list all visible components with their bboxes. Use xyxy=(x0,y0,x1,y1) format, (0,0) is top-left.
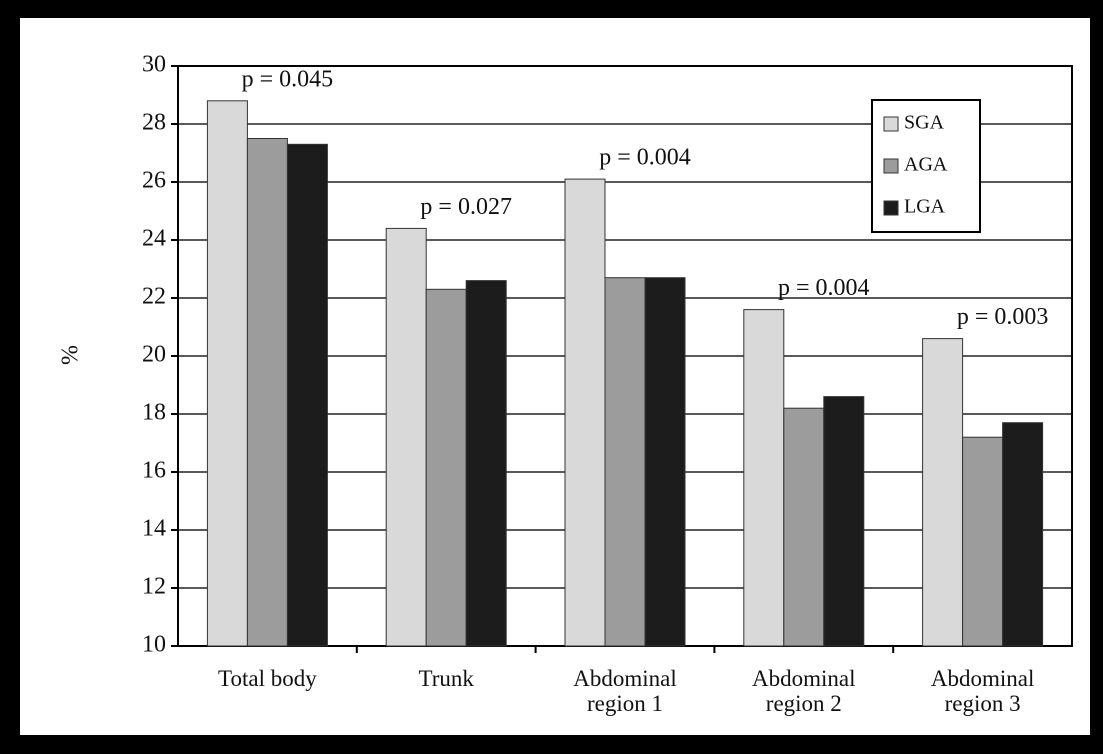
bar xyxy=(286,143,328,647)
bar xyxy=(564,178,606,647)
y-axis-label: % xyxy=(58,345,84,365)
x-tick-label: Abdominal region 1 xyxy=(573,666,677,716)
annotation: p = 0.004 xyxy=(778,275,870,301)
annotation: p = 0.045 xyxy=(242,66,334,92)
bar xyxy=(783,407,825,647)
y-tick-label: 10 xyxy=(142,632,166,658)
annotation: p = 0.004 xyxy=(599,145,691,171)
y-tick-label: 24 xyxy=(142,226,166,252)
y-tick-label: 16 xyxy=(142,458,166,484)
bar xyxy=(465,280,507,647)
y-tick-label: 18 xyxy=(142,400,166,426)
y-tick-label: 22 xyxy=(142,284,166,310)
legend-swatch xyxy=(883,200,899,216)
bar xyxy=(604,277,646,647)
y-tick-label: 20 xyxy=(142,342,166,368)
y-tick-label: 28 xyxy=(142,110,166,136)
bar xyxy=(1002,422,1044,647)
bar xyxy=(743,309,785,647)
y-tick-label: 12 xyxy=(142,574,166,600)
bar xyxy=(206,100,248,647)
legend-swatch xyxy=(883,158,899,174)
bar xyxy=(246,138,288,647)
x-tick-label: Trunk xyxy=(418,666,474,691)
y-tick-label: 30 xyxy=(142,52,166,78)
x-tick-label: Abdominal region 3 xyxy=(930,666,1035,716)
legend-label: LGA xyxy=(904,196,946,218)
annotation: p = 0.027 xyxy=(420,194,512,220)
bar xyxy=(385,227,427,647)
bar xyxy=(922,338,964,647)
bar xyxy=(823,396,865,647)
annotation: p = 0.003 xyxy=(957,304,1049,330)
bar xyxy=(962,436,1004,647)
legend-swatch xyxy=(883,116,899,132)
bar xyxy=(425,288,467,647)
legend-label: AGA xyxy=(904,154,948,176)
x-tick-label: Total body xyxy=(218,666,317,691)
x-tick-label: Abdominal region 2 xyxy=(752,666,856,716)
y-tick-label: 26 xyxy=(142,168,166,194)
legend-label: SGA xyxy=(904,112,945,134)
bar xyxy=(644,277,686,647)
y-tick-label: 14 xyxy=(142,516,166,542)
